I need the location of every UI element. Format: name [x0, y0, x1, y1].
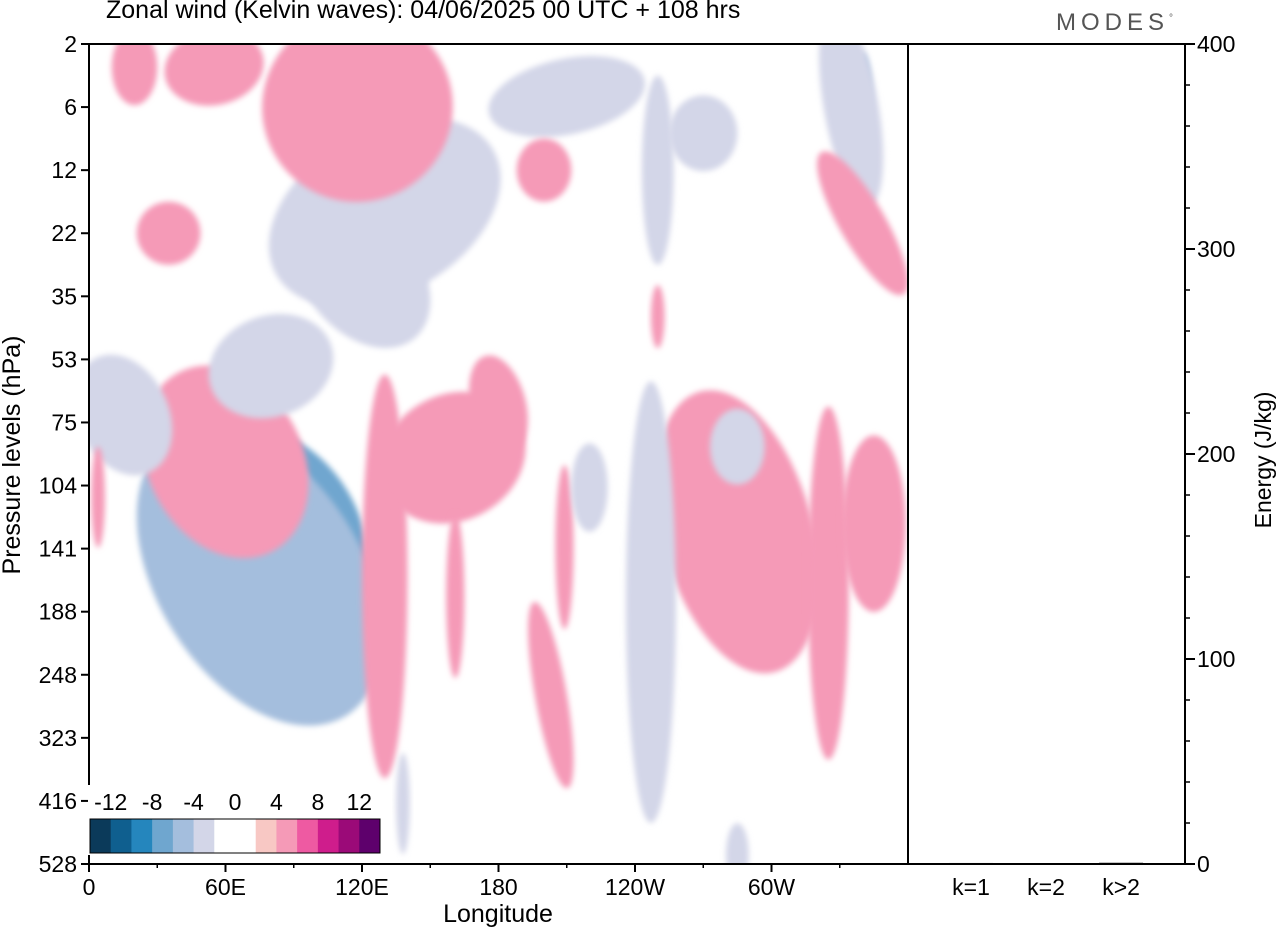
- energy-bars: [949, 862, 1144, 865]
- y-tick-label-11: 323: [39, 725, 77, 751]
- x-tick-label-3: 180: [479, 874, 517, 900]
- westerly-anomaly-37: [262, 44, 453, 202]
- westerly-anomaly-43: [91, 446, 105, 548]
- westerly-anomaly-14: [446, 513, 465, 678]
- easterly-anomaly-9: [89, 354, 173, 476]
- brand-mark: °: [1169, 13, 1174, 24]
- energy-tick-label-3: 300: [1197, 236, 1235, 262]
- energy-frame: [907, 43, 1186, 865]
- easterly-anomaly-29: [208, 313, 334, 419]
- colorbar-swatch-13: [359, 819, 381, 853]
- energy-axis: 0 100 200 300 400: [1185, 31, 1235, 877]
- colorbar-swatch-10: [297, 819, 319, 853]
- y-tick-label-2: 12: [51, 157, 77, 183]
- colorbar-label-2: -4: [183, 789, 204, 815]
- colorbar-label-4: 4: [270, 789, 283, 815]
- westerly-anomaly-42: [650, 285, 665, 349]
- energy-tick-label-1: 100: [1197, 646, 1235, 672]
- colorbar-swatch-3: [152, 819, 174, 853]
- colorbar-swatch-4: [172, 819, 195, 853]
- y-tick-label-10: 248: [39, 662, 77, 688]
- westerly-anomaly-39: [516, 138, 572, 202]
- colorbar-label-3: 0: [229, 789, 242, 815]
- colorbar-swatch-7: [235, 819, 257, 853]
- colorbar-swatch-2: [131, 819, 153, 853]
- colorbar-swatch-9: [276, 819, 298, 853]
- colorbar-swatch-11: [317, 819, 340, 853]
- westerly-anomaly-38: [164, 44, 264, 106]
- easterly-anomaly-26: [710, 408, 765, 485]
- easterly-anomaly-33: [819, 44, 884, 207]
- westerly-anomaly-15: [555, 465, 574, 630]
- energy-category-label-2: k>2: [1102, 874, 1140, 900]
- y-tick-label-6: 75: [51, 409, 77, 435]
- easterly-anomaly-25: [571, 443, 608, 532]
- y-tick-label-8: 141: [39, 536, 77, 562]
- y-tick-label-3: 22: [51, 220, 77, 246]
- y-tick-label-4: 35: [51, 283, 77, 309]
- energy-categories: k=1 k=2 k>2: [952, 874, 1140, 900]
- energy-tick-label-4: 400: [1197, 31, 1235, 57]
- westerly-anomaly-41: [136, 201, 201, 265]
- energy-bar-0: [949, 862, 994, 865]
- westerly-anomaly-13: [469, 355, 528, 454]
- contour-field: [89, 44, 908, 864]
- westerly-anomaly-44: [111, 44, 158, 106]
- energy-tick-label-0: 0: [1197, 851, 1210, 877]
- x-tick-label-4: 120W: [605, 874, 665, 900]
- easterly-anomaly-30: [488, 56, 646, 138]
- y-tick-label-1: 6: [64, 94, 77, 120]
- energy-category-label-0: k=1: [952, 874, 990, 900]
- energy-tick-label-2: 200: [1197, 441, 1235, 467]
- brand-name: MODES: [1056, 9, 1170, 36]
- chart-title: Zonal wind (Kelvin waves): 04/06/2025 00…: [106, 0, 741, 24]
- x-axis-label: Longitude: [443, 900, 553, 928]
- y-tick-label-9: 188: [39, 599, 77, 625]
- y-tick-label-13: 528: [39, 851, 77, 877]
- colorbar-swatch-0: [90, 819, 112, 853]
- colorbar-label-5: 8: [311, 789, 324, 815]
- y-axis: 2 6 12 22 35 53 75 104 141 188 248 323 416 528: [39, 31, 89, 877]
- colorbar-swatch-8: [255, 819, 277, 853]
- westerly-anomaly-21: [807, 406, 849, 760]
- colorbar-label-0: -12: [94, 789, 127, 815]
- westerly-anomaly-19: [655, 390, 820, 674]
- brand-logo: MODES°: [1056, 9, 1173, 37]
- y-tick-label-12: 416: [39, 788, 77, 814]
- colorbar-swatch-12: [338, 819, 360, 853]
- easterly-anomaly-31: [641, 75, 674, 265]
- x-tick-label-2: 120E: [335, 874, 389, 900]
- colorbar-border: [89, 818, 381, 854]
- energy-axis-label: Energy (J/kg): [1250, 392, 1276, 529]
- x-tick-label-0: 0: [83, 874, 96, 900]
- westerly-anomaly-22: [842, 435, 906, 612]
- x-tick-label-5: 60W: [748, 874, 796, 900]
- easterly-anomaly-46: [396, 752, 410, 854]
- westerly-anomaly-16: [528, 601, 574, 789]
- colorbar-label-1: -8: [142, 789, 162, 815]
- easterly-anomaly-24: [625, 381, 676, 823]
- y-tick-label-5: 53: [51, 346, 77, 372]
- colorbar-legend: -12 -8 -4 0 4 8 12: [88, 785, 382, 855]
- energy-bar-1: [1024, 863, 1069, 865]
- y-axis-label: Pressure levels (hPa): [0, 336, 26, 575]
- energy-category-label-1: k=2: [1027, 874, 1065, 900]
- easterly-anomaly-34: [669, 95, 738, 172]
- easterly-anomaly-28: [293, 202, 431, 349]
- westerly-anomaly-40: [817, 151, 908, 296]
- colorbar-swatch-1: [110, 819, 132, 853]
- x-tick-label-1: 60E: [205, 874, 246, 900]
- y-tick-label-7: 104: [39, 473, 78, 499]
- colorbar-swatch-5: [193, 819, 215, 853]
- easterly-anomaly-45: [726, 823, 749, 864]
- y-tick-label-0: 2: [64, 31, 77, 57]
- colorbar-swatch-6: [214, 819, 236, 853]
- energy-bar-2: [1099, 862, 1144, 865]
- colorbar-label-6: 12: [346, 789, 372, 815]
- x-axis: 0 60E 120E 180 120W 60W: [83, 864, 841, 900]
